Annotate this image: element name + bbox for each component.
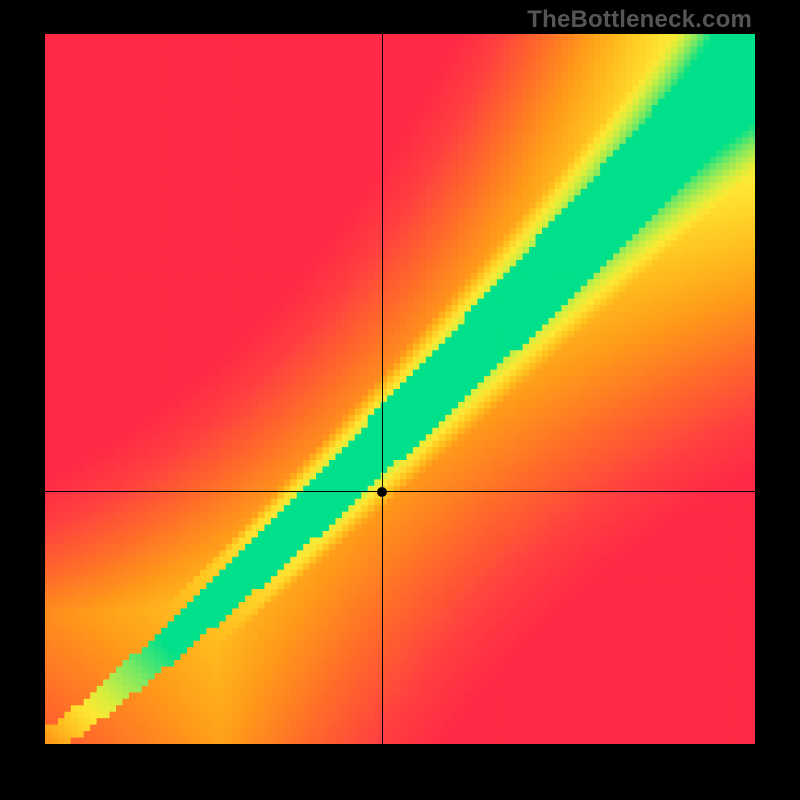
crosshair-vertical — [382, 34, 383, 744]
heatmap-canvas — [45, 34, 755, 744]
watermark-text: TheBottleneck.com — [527, 6, 752, 34]
heatmap-plot — [45, 34, 755, 744]
crosshair-horizontal — [45, 491, 755, 492]
figure-root: TheBottleneck.com — [0, 0, 800, 800]
crosshair-point — [377, 487, 387, 497]
